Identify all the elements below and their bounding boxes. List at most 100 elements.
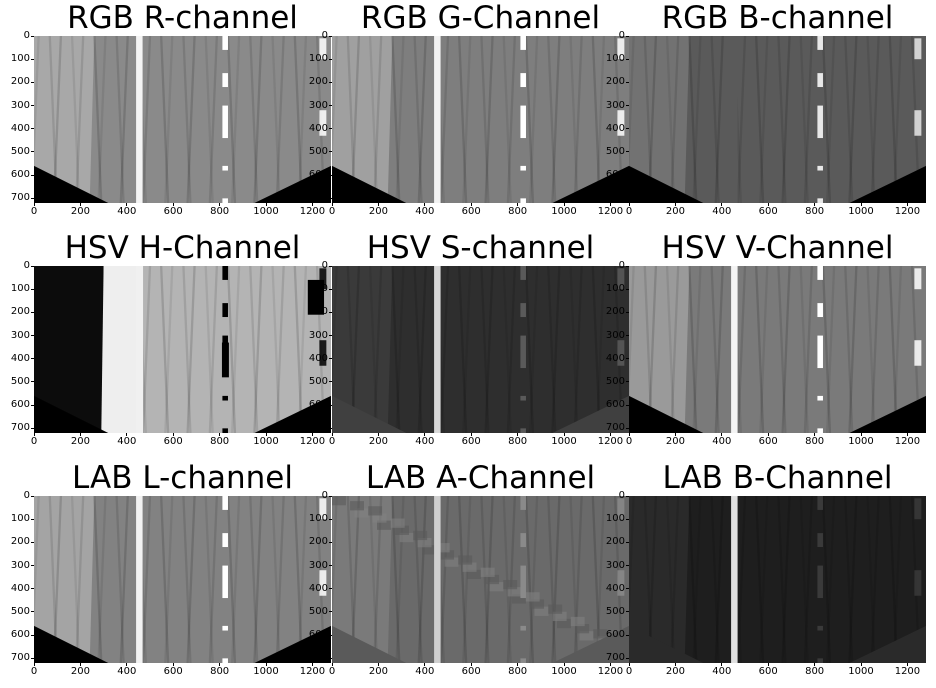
texture-streak: [457, 266, 468, 433]
texture-streak: [506, 36, 516, 203]
right-lane-dash: [520, 36, 526, 50]
x-tick-mark: [172, 433, 174, 436]
x-tick-label: 0: [328, 436, 336, 447]
texture-streak: [670, 36, 680, 203]
right-lane-dash: [222, 105, 228, 139]
y-tick-label: 500: [308, 605, 328, 617]
texture-streak: [803, 266, 813, 433]
y-tick-label: 200: [10, 306, 30, 318]
noise-block: [395, 525, 410, 535]
x-tick-mark: [331, 663, 333, 666]
texture-streak: [870, 36, 880, 203]
x-tick-mark: [470, 663, 472, 666]
texture-streak: [777, 36, 787, 203]
noise-block: [557, 618, 571, 629]
x-tick-label: 600: [758, 206, 778, 217]
x-tick-mark: [767, 433, 769, 436]
x-tick-label: 600: [461, 206, 481, 217]
texture-streak: [226, 266, 237, 433]
y-tick-label: 0: [321, 260, 328, 271]
far-lane-dash: [914, 38, 922, 60]
x-tick-label: 1200: [597, 666, 624, 677]
texture-streak: [573, 266, 583, 433]
left-lane-line: [731, 36, 738, 203]
far-lane-dash: [914, 268, 922, 290]
right-lane-dash: [222, 565, 228, 599]
y-tick-mark: [31, 541, 34, 543]
y-tick-mark: [31, 404, 34, 406]
texture-streak: [781, 266, 791, 433]
noise-block: [422, 545, 436, 555]
texture-streak: [275, 496, 285, 663]
x-tick-label: 1200: [597, 436, 624, 447]
x-tick-mark: [628, 203, 630, 206]
texture-streak: [275, 266, 285, 433]
y-tick-label: 500: [308, 145, 328, 157]
x-tick-label: 200: [70, 206, 90, 217]
y-tick-label: 300: [10, 99, 30, 111]
texture-streak: [204, 266, 214, 433]
channel-image: [629, 496, 926, 663]
x-tick-mark: [377, 433, 379, 436]
x-tick-label: 1000: [253, 206, 279, 217]
right-lane-dash: [520, 105, 526, 139]
x-tick-label: 800: [805, 206, 825, 217]
right-lane-dash: [817, 395, 823, 401]
texture-streak: [159, 266, 170, 433]
x-tick-mark: [628, 663, 630, 666]
x-tick-mark: [79, 203, 81, 206]
noise-block: [372, 513, 387, 523]
x-tick-label: 600: [163, 206, 183, 217]
y-tick-label: 100: [308, 53, 328, 65]
texture-streak: [164, 266, 174, 433]
texture-streak: [204, 36, 214, 203]
texture-streak: [332, 266, 338, 406]
right-lane-dash: [817, 198, 823, 203]
birdseye-road-image: [332, 36, 629, 203]
texture-streak: [271, 266, 281, 433]
texture-streak: [714, 36, 724, 203]
left-roadside: [332, 36, 393, 203]
x-tick-label: 1000: [848, 206, 874, 217]
far-lane-dash: [319, 340, 327, 366]
x-tick-label: 400: [415, 666, 435, 677]
y-tick-label: 400: [10, 582, 30, 594]
y-tick-mark: [626, 495, 629, 497]
texture-streak: [892, 266, 903, 433]
left-roadside: [629, 36, 690, 203]
x-tick-label: 1000: [848, 436, 874, 447]
y-tick-mark: [626, 541, 629, 543]
right-lane-dash: [520, 625, 526, 631]
noise-block: [354, 508, 369, 518]
y-tick-mark: [329, 128, 332, 130]
y-tick-label: 600: [605, 629, 625, 641]
texture-streak: [230, 36, 241, 203]
texture-streak: [595, 36, 606, 203]
x-tick-mark: [377, 203, 379, 206]
texture-streak: [186, 36, 196, 203]
noise-block: [593, 629, 608, 639]
texture-streak: [249, 496, 259, 663]
x-tick-label: 600: [461, 666, 481, 677]
x-tick-mark: [265, 663, 267, 666]
y-tick-label: 100: [308, 283, 328, 295]
texture-streak: [52, 36, 63, 203]
y-tick-label: 0: [23, 260, 30, 271]
y-tick-mark: [626, 358, 629, 360]
texture-streak: [226, 496, 237, 663]
y-tick-label: 0: [23, 490, 30, 501]
x-tick-mark: [906, 203, 908, 206]
y-tick-mark: [329, 404, 332, 406]
noise-block: [444, 557, 459, 567]
x-tick-label: 1000: [253, 666, 279, 677]
y-tick-mark: [31, 105, 34, 107]
x-tick-label: 0: [625, 436, 633, 447]
texture-streak: [551, 266, 561, 433]
texture-streak: [692, 36, 702, 203]
y-tick-label: 600: [605, 399, 625, 411]
texture-streak: [866, 266, 876, 433]
y-tick-mark: [329, 495, 332, 497]
texture-streak: [569, 496, 579, 663]
x-tick-mark: [906, 433, 908, 436]
far-lane-dash: [617, 110, 625, 136]
